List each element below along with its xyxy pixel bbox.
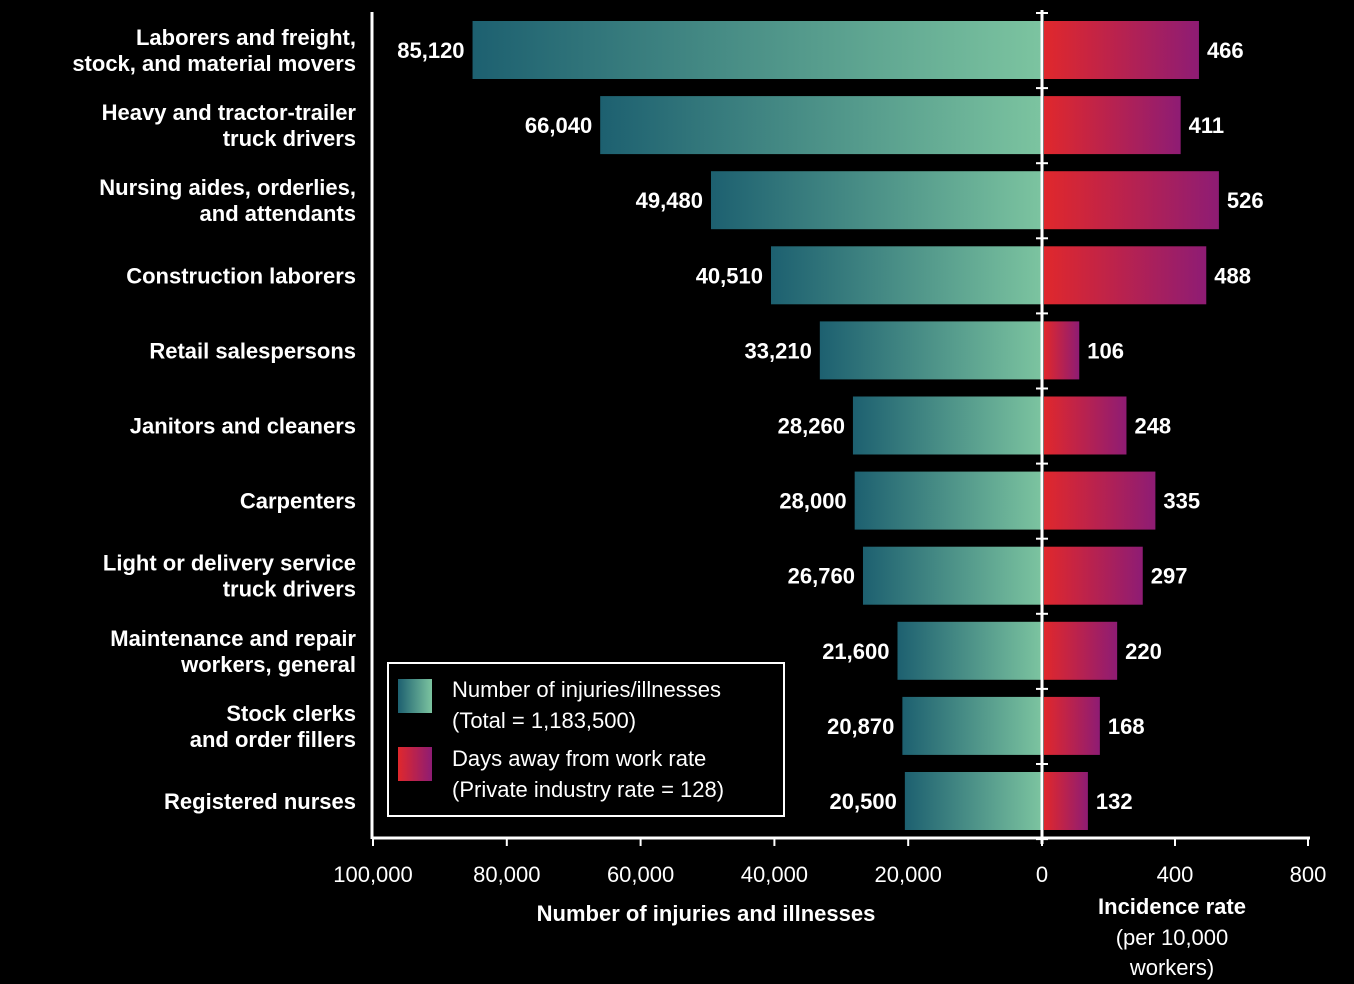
injuries-bar — [902, 696, 1042, 755]
rate-value-label: 335 — [1163, 489, 1200, 514]
category-label: stock, and material movers — [72, 51, 356, 76]
rate-value-label: 526 — [1227, 188, 1264, 213]
legend-label: Number of injuries/illnesses — [452, 677, 721, 702]
axes: 100,000 80,000 60,000 40,000 20,000 0 400 800 Nu… — [333, 10, 1326, 980]
rate-value-label: 411 — [1189, 113, 1225, 138]
category-label: Construction laborers — [126, 263, 356, 288]
category-label: truck drivers — [223, 577, 356, 602]
injuries-value-label: 66,040 — [525, 113, 592, 138]
legend-box — [387, 662, 785, 817]
incidence-rate-bars — [1044, 21, 1219, 830]
injuries-value-label: 21,600 — [822, 639, 889, 664]
legend-label: Days away from work rate — [452, 746, 706, 771]
category-label: Laborers and freight, — [136, 25, 356, 50]
rate-bar — [1044, 21, 1199, 79]
injuries-value-label: 26,760 — [788, 564, 855, 589]
right-axis-tick-label: 0 — [1036, 862, 1048, 887]
injuries-bar — [770, 246, 1042, 305]
category-label: truck drivers — [223, 126, 356, 151]
injuries-bars — [472, 21, 1042, 830]
legend-label: (Total = 1,183,500) — [452, 708, 636, 733]
category-label: Retail salespersons — [149, 338, 356, 363]
legend-label: (Private industry rate = 128) — [452, 777, 724, 802]
injuries-bar — [710, 171, 1042, 230]
left-axis-tick-label: 20,000 — [875, 862, 942, 887]
injuries-bar — [472, 21, 1042, 79]
category-label: Stock clerks — [226, 701, 356, 726]
rate-bar — [1044, 621, 1118, 680]
rate-bar — [1044, 696, 1100, 755]
rate-bar — [1044, 772, 1088, 830]
injuries-bar — [819, 321, 1042, 380]
injuries-bar — [600, 96, 1042, 155]
category-label: and attendants — [200, 201, 356, 226]
injuries-value-label: 85,120 — [397, 38, 464, 63]
rate-bar — [1044, 396, 1127, 455]
injuries-bar — [854, 471, 1042, 530]
injuries-bar — [897, 621, 1042, 680]
category-label: Registered nurses — [164, 789, 356, 814]
rate-bar — [1044, 96, 1181, 155]
left-axis-tick-label: 60,000 — [607, 862, 674, 887]
rate-bar — [1044, 321, 1080, 380]
category-label: and order fillers — [190, 727, 356, 752]
rate-value-label: 248 — [1134, 414, 1171, 439]
rate-value-label: 132 — [1096, 789, 1133, 814]
rate-value-label: 106 — [1087, 338, 1124, 363]
category-labels: Laborers and freight,stock, and material… — [72, 25, 356, 814]
right-axis-tick-label: 400 — [1157, 862, 1194, 887]
right-axis-title: Incidence rate — [1098, 894, 1246, 919]
category-label: workers, general — [180, 652, 356, 677]
rate-bar — [1044, 546, 1143, 605]
right-axis-subtitle: (per 10,000 — [1116, 925, 1229, 950]
left-axis-title: Number of injuries and illnesses — [537, 901, 876, 926]
injuries-value-label: 49,480 — [636, 188, 703, 213]
rate-bar — [1044, 246, 1207, 305]
legend: Number of injuries/illnesses (Total = 1,1… — [387, 662, 785, 817]
injuries-value-label: 28,000 — [779, 489, 846, 514]
injuries-bar — [904, 772, 1042, 830]
injuries-value-label: 28,260 — [778, 414, 845, 439]
rate-value-label: 297 — [1151, 564, 1188, 589]
injuries-value-label: 20,870 — [827, 714, 894, 739]
left-axis-tick-label: 80,000 — [473, 862, 540, 887]
legend-swatch-rate — [398, 747, 432, 781]
category-label: Nursing aides, orderlies, — [99, 175, 356, 200]
injuries-value-label: 20,500 — [830, 789, 897, 814]
rate-value-label: 220 — [1125, 639, 1162, 664]
category-label: Janitors and cleaners — [130, 414, 356, 439]
data-labels: 85,120 466 66,040 411 49,480 526 40,510 488 33,2… — [397, 38, 1263, 814]
rate-bar — [1044, 171, 1219, 230]
injuries-value-label: 40,510 — [696, 263, 763, 288]
injuries-value-label: 33,210 — [745, 338, 812, 363]
left-axis-tick-label: 40,000 — [741, 862, 808, 887]
rate-value-label: 488 — [1214, 263, 1251, 288]
right-axis-subtitle: workers) — [1129, 955, 1214, 980]
category-label: Maintenance and repair — [110, 626, 356, 651]
legend-swatch-injuries — [398, 679, 432, 713]
rate-value-label: 466 — [1207, 38, 1244, 63]
category-label: Heavy and tractor-trailer — [102, 100, 357, 125]
category-label: Light or delivery service — [103, 551, 356, 576]
rate-bar — [1044, 471, 1156, 530]
right-axis-tick-label: 800 — [1290, 862, 1327, 887]
rate-value-label: 168 — [1108, 714, 1145, 739]
injuries-bar — [862, 546, 1042, 605]
category-label: Carpenters — [240, 489, 356, 514]
left-axis-tick-label: 100,000 — [333, 862, 413, 887]
injuries-bar — [852, 396, 1042, 455]
